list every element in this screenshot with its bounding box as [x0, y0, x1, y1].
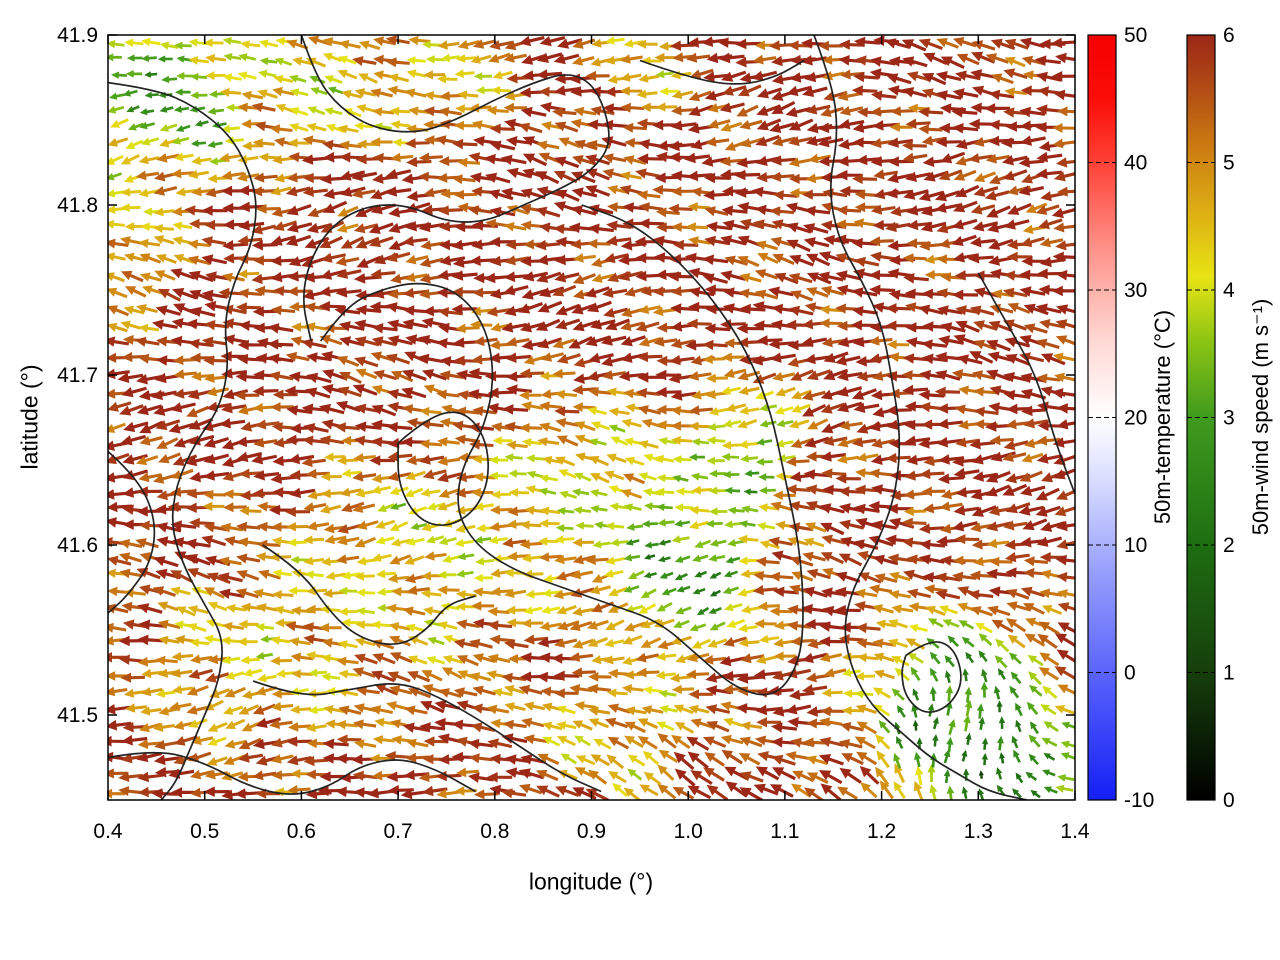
- axes: 0.4 0.5 0.6 0.7 0.8 0.9 1.0 1.1 1.2 1.3 1.4 41.5 41.…: [57, 24, 1090, 843]
- y-tick-label: 41.8: [57, 194, 98, 217]
- x-tick-label: 1.4: [1060, 820, 1090, 843]
- contour-line: [901, 641, 962, 714]
- colorbar-windspeed-label: 50m-wind speed (m s⁻¹): [1248, 298, 1273, 536]
- x-tick-label: 1.3: [964, 820, 993, 843]
- x-tick-label: 0.9: [577, 820, 606, 843]
- colorbar-tick-label: 1: [1223, 662, 1235, 685]
- y-tick-label: 41.6: [57, 534, 98, 557]
- x-tick-label: 0.6: [287, 820, 316, 843]
- colorbar-tick-label: 0: [1223, 789, 1235, 812]
- colorbar-tick-label: 40: [1124, 152, 1147, 175]
- colorbar-tick-label: 20: [1124, 407, 1147, 430]
- y-tick-label: 41.9: [57, 24, 98, 47]
- colorbar-tick-label: 4: [1223, 279, 1235, 302]
- contour-line: [300, 35, 610, 342]
- contour-line: [252, 680, 602, 793]
- colorbar-tick-label: 30: [1124, 279, 1147, 302]
- y-axis-label: latitude (°): [16, 364, 43, 470]
- contour-line: [108, 751, 476, 795]
- x-tick-label: 0.7: [383, 820, 412, 843]
- colorbar-tick-label: 10: [1124, 534, 1147, 557]
- colorbar-windspeed: 6 5 4 3 2 1 0: [1186, 24, 1235, 812]
- contour-line: [639, 59, 805, 85]
- contour-lines: [108, 35, 1075, 800]
- contour-line: [262, 544, 476, 646]
- colorbar-tick-label: 2: [1223, 534, 1235, 557]
- x-tick-label: 0.8: [480, 820, 509, 843]
- contour-line: [813, 35, 1027, 800]
- x-tick-label: 0.5: [190, 820, 219, 843]
- colorbar-tick-label: 5: [1223, 152, 1235, 175]
- contour-line: [108, 450, 156, 614]
- x-tick-label: 0.4: [93, 820, 123, 843]
- colorbar-tick-label: 6: [1223, 24, 1235, 47]
- y-tick-label: 41.7: [57, 364, 98, 387]
- x-tick-label: 1.1: [770, 820, 799, 843]
- x-tick-label: 1.0: [674, 820, 703, 843]
- colorbar-temperature-label: 50m-temperature (°C): [1150, 309, 1175, 525]
- x-axis-label: longitude (°): [528, 868, 654, 895]
- colorbar-temperature: 50 40 30 20 10 0 -10: [1087, 24, 1154, 812]
- contour-line: [320, 204, 804, 696]
- colorbar-tick-label: 3: [1223, 407, 1235, 430]
- colorbar-tick-label: 0: [1124, 662, 1136, 685]
- contour-line: [108, 81, 257, 800]
- vector-field: [108, 35, 1075, 800]
- x-tick-label: 1.2: [867, 820, 896, 843]
- y-tick-label: 41.5: [57, 704, 98, 727]
- colorbar-tick-label: -10: [1124, 789, 1154, 812]
- contour-line: [397, 411, 490, 527]
- contour-line: [977, 272, 1075, 495]
- colorbar-tick-label: 50: [1124, 24, 1147, 47]
